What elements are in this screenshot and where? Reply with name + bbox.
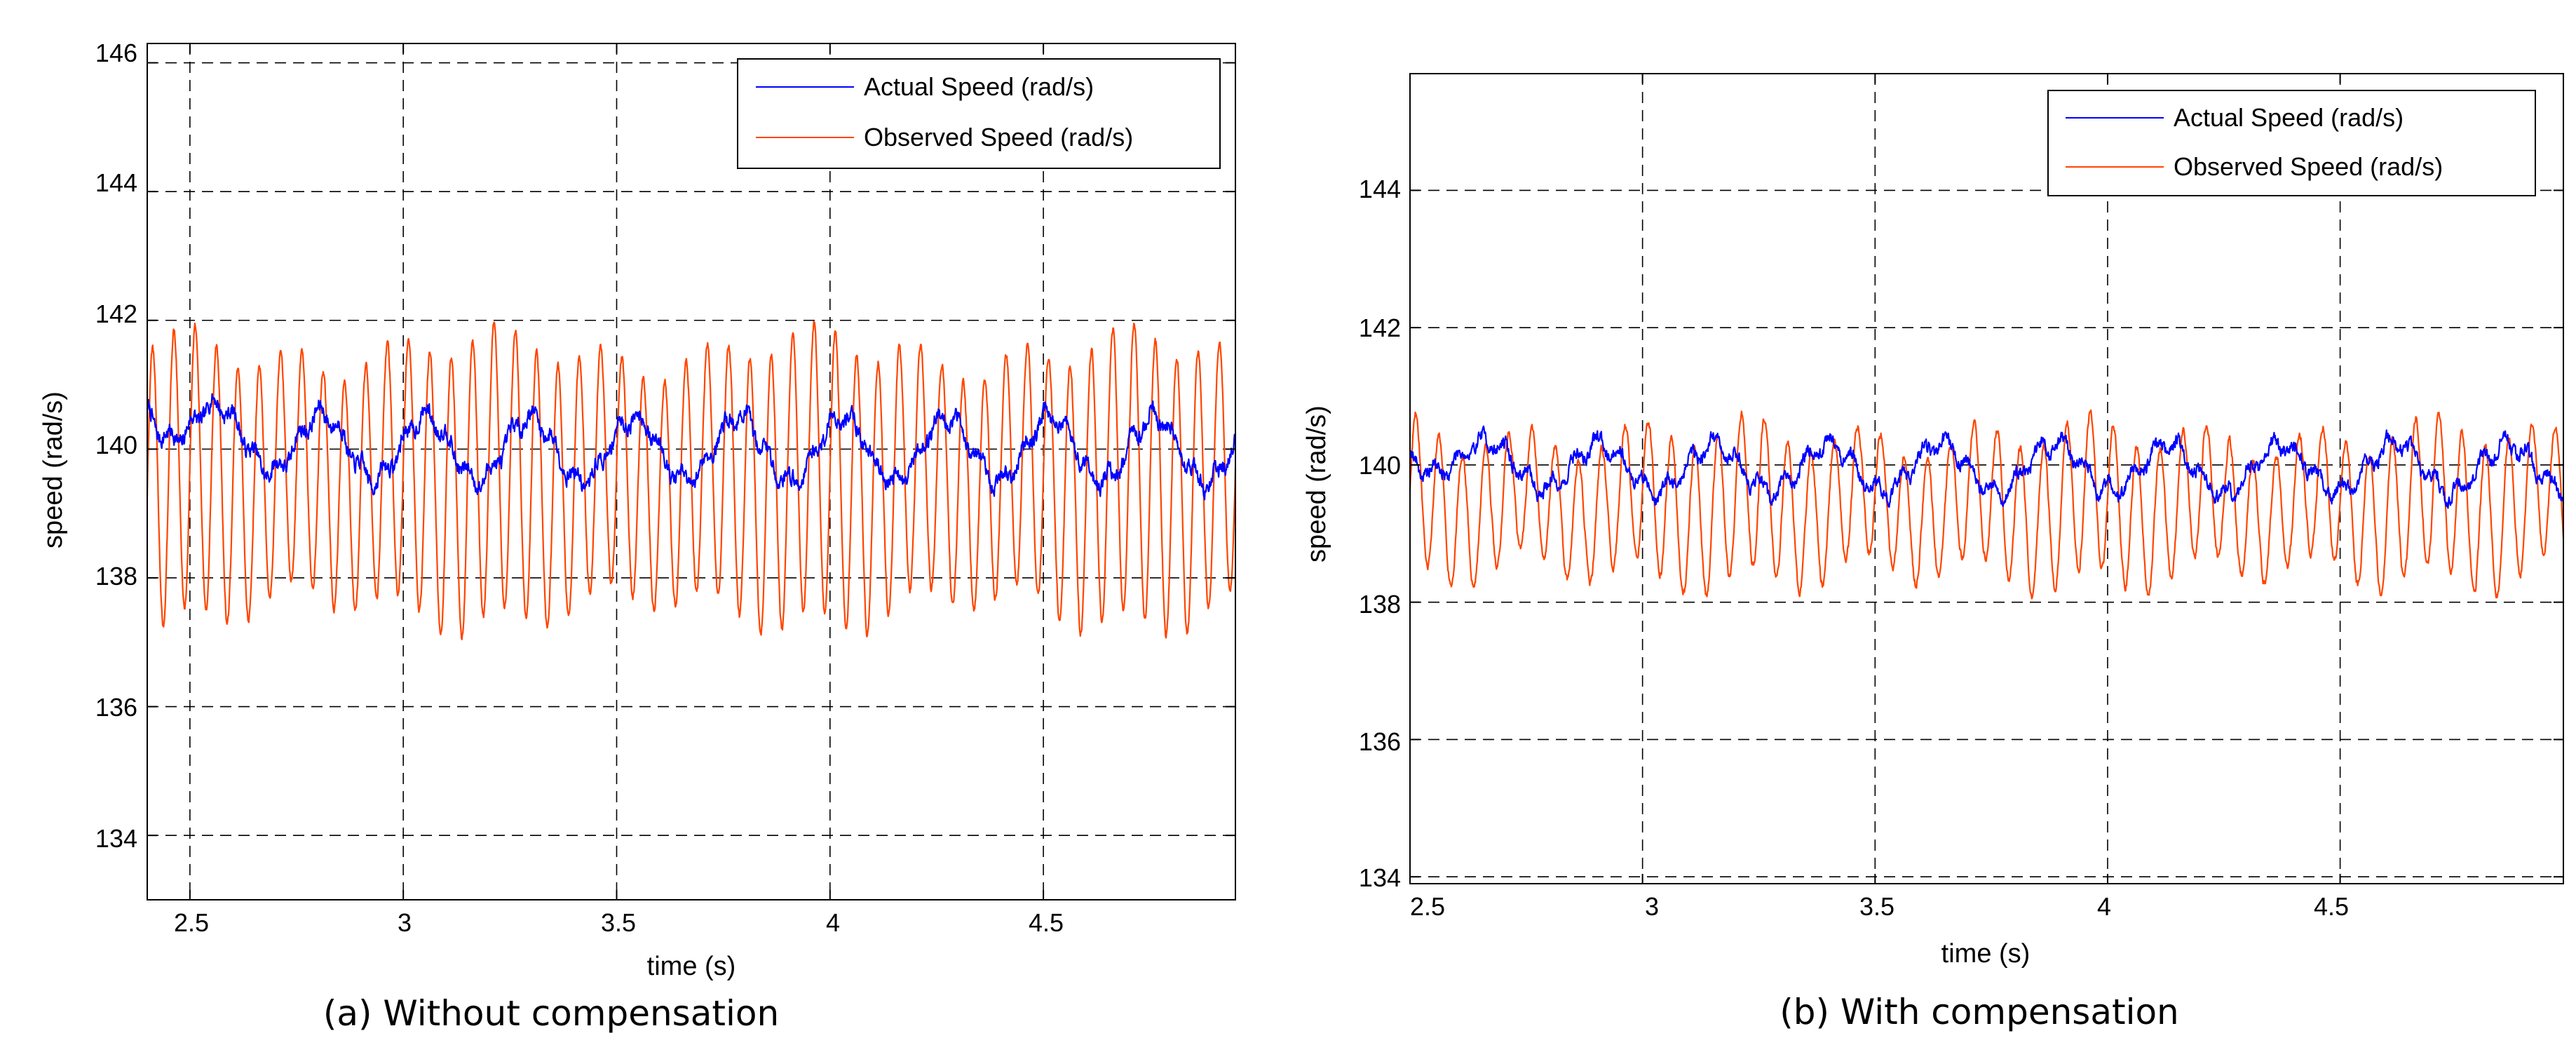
series-line-observed-speed <box>146 321 1237 640</box>
plot-area <box>1410 74 2563 884</box>
xtick-label: 3.5 <box>601 908 636 937</box>
legend: Actual Speed (rad/s) Observed Speed (rad… <box>2047 90 2536 196</box>
legend-box <box>737 58 1221 169</box>
ytick-label: 136 <box>95 693 137 722</box>
tick-marks <box>147 43 1235 900</box>
tick-marks <box>1409 74 2563 884</box>
x-axis-label: time (s) <box>1941 939 2031 969</box>
xtick-label: 3 <box>1645 892 1659 921</box>
legend-label-actual: Actual Speed (rad/s) <box>864 72 1094 101</box>
xtick-label: 3 <box>398 908 412 937</box>
series-line-actual-speed <box>146 393 1237 501</box>
legend: Actual Speed (rad/s) Observed Speed (rad… <box>737 58 1221 169</box>
legend-label-actual: Actual Speed (rad/s) <box>2174 103 2404 132</box>
y-axis-label: speed (rad/s) <box>1302 405 1331 562</box>
xtick-label: 3.5 <box>1859 892 1894 921</box>
plot-frame <box>1409 73 2564 884</box>
ytick-label: 142 <box>1359 313 1401 342</box>
ytick-label: 142 <box>95 299 137 328</box>
legend-label-observed: Observed Speed (rad/s) <box>2174 152 2443 181</box>
series-layer <box>1409 409 2565 600</box>
xtick-label: 4.5 <box>2314 892 2349 921</box>
ytick-label: 146 <box>95 39 137 67</box>
chart-with-compensation: 134 136 138 140 142 144 2.5 3 3.5 4 4.5 … <box>1302 73 2565 1032</box>
series-layer <box>146 321 1237 640</box>
ytick-label: 140 <box>95 431 137 459</box>
ytick-label: 134 <box>95 824 137 853</box>
chart-caption: (a) Without compensation <box>323 993 779 1034</box>
series-line-actual-speed <box>1409 425 2565 509</box>
chart-without-compensation: 134 136 138 140 142 144 146 2.5 3 3.5 4 … <box>39 39 1237 1034</box>
xtick-label: 2.5 <box>1410 892 1445 921</box>
ytick-label: 144 <box>95 168 137 197</box>
x-axis-label: time (s) <box>647 952 736 981</box>
legend-box <box>2047 90 2536 196</box>
ytick-label: 138 <box>1359 590 1401 619</box>
xtick-label: 4 <box>826 908 840 937</box>
xtick-label: 4 <box>2097 892 2111 921</box>
y-axis-label: speed (rad/s) <box>39 391 68 548</box>
chart-caption: (b) With compensation <box>1780 992 2179 1032</box>
legend-label-observed: Observed Speed (rad/s) <box>864 123 1133 151</box>
ytick-label: 140 <box>1359 451 1401 480</box>
xtick-label: 4.5 <box>1029 908 1064 937</box>
ytick-label: 144 <box>1359 175 1401 203</box>
xtick-label: 2.5 <box>174 908 209 937</box>
ytick-label: 134 <box>1359 863 1401 892</box>
ytick-label: 136 <box>1359 727 1401 756</box>
plot-frame <box>147 43 1236 901</box>
ytick-label: 138 <box>95 562 137 591</box>
series-line-observed-speed <box>1409 409 2565 600</box>
